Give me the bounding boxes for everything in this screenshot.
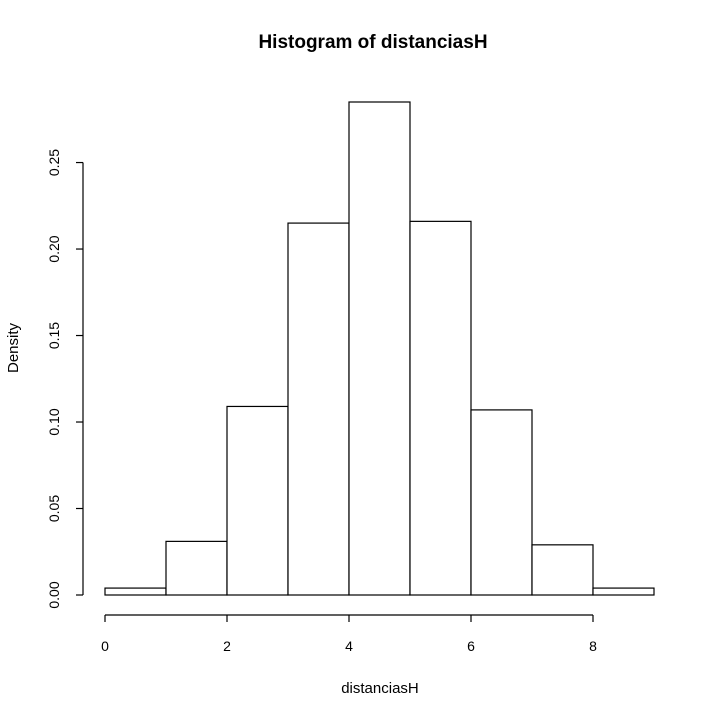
x-tick-label-3: 6 <box>467 638 475 654</box>
histogram-bars <box>104 101 655 596</box>
histogram-bar-6 <box>470 409 533 596</box>
histogram-bar-0 <box>104 587 167 596</box>
x-tick-label-0: 0 <box>101 638 109 654</box>
chart-title: Histogram of distanciasH <box>258 32 487 53</box>
histogram-bar-5 <box>409 220 472 596</box>
y-tick-label-3: 0.15 <box>46 322 62 349</box>
y-tick-label-2: 0.10 <box>46 408 62 435</box>
x-tick-label-4: 8 <box>589 638 597 654</box>
x-axis-label: distanciasH <box>341 680 419 697</box>
y-tick-label-1: 0.05 <box>46 495 62 522</box>
x-tick-label-2: 4 <box>345 638 353 654</box>
histogram-bar-3 <box>287 222 350 596</box>
histogram-bar-1 <box>165 540 228 596</box>
y-axis: 0.00 0.05 0.10 0.15 0.20 0.25 <box>46 149 84 609</box>
y-tick-label-0: 0.00 <box>46 581 62 608</box>
x-tick-label-1: 2 <box>223 638 231 654</box>
histogram-bar-7 <box>531 544 594 596</box>
y-tick-label-4: 0.20 <box>46 235 62 262</box>
histogram-bar-8 <box>592 587 655 596</box>
y-tick-label-5: 0.25 <box>46 149 62 176</box>
histogram-bar-2 <box>226 405 289 596</box>
histogram-bar-4 <box>348 101 411 596</box>
x-axis: 0 2 4 6 8 <box>101 614 597 654</box>
y-axis-label: Density <box>5 322 22 373</box>
